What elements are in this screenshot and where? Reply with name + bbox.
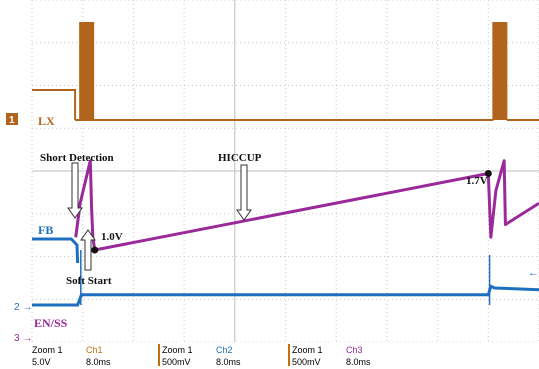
ch1-marker-box xyxy=(6,113,18,125)
block-divider xyxy=(158,344,160,366)
time-scale: 8.0ms xyxy=(346,357,371,367)
lx-label: LX xyxy=(38,114,55,128)
annotation-1v: 1.0V xyxy=(101,231,123,243)
hiccup-trace xyxy=(74,159,539,252)
fb-label: FB xyxy=(38,223,53,237)
ch3-marker: 3 → xyxy=(14,333,32,342)
grid xyxy=(31,0,539,342)
channel-label: Ch2 xyxy=(216,345,233,355)
fb-trace xyxy=(32,237,80,264)
en-ss-label: EN/SS xyxy=(34,316,68,330)
status-bar: Zoom 1 5.0V Ch1 8.0ms Zoom 1 500mV Ch2 8… xyxy=(0,342,539,369)
time-scale: 8.0ms xyxy=(216,357,241,367)
traces xyxy=(32,22,539,307)
labels: 1 2 → 3 → LX FB EN/SS Short Detection HICCUP Sof… xyxy=(6,113,539,342)
status-block-ch3: Zoom 1 500mV Ch3 8.0ms xyxy=(290,342,415,369)
annotation-short-detection: Short Detection xyxy=(40,152,114,164)
oscilloscope-plot: 1 2 → 3 → LX FB EN/SS Short Detection HICCUP Sof… xyxy=(6,0,539,342)
annotation-1-7v: 1.7V xyxy=(466,175,488,187)
time-scale: 8.0ms xyxy=(86,357,111,367)
status-block-ch1: Zoom 1 5.0V Ch1 8.0ms xyxy=(30,342,155,369)
channel-label: Ch1 xyxy=(86,345,103,355)
point-1v xyxy=(91,246,99,254)
cursor-arrow-icon: ← xyxy=(528,267,539,279)
point-1-7v xyxy=(484,170,492,177)
arrow-hiccup xyxy=(236,164,252,221)
annotation-soft-start: Soft Start xyxy=(66,275,112,287)
zoom-label: Zoom 1 xyxy=(162,345,193,355)
volt-scale: 500mV xyxy=(292,357,321,367)
lx-trace xyxy=(32,22,539,121)
status-block-ch2: Zoom 1 500mV Ch2 8.0ms xyxy=(160,342,285,369)
en-ss-trace xyxy=(32,284,539,307)
zoom-label: Zoom 1 xyxy=(32,345,63,355)
volt-scale: 500mV xyxy=(162,357,191,367)
annotation-hiccup: HICCUP xyxy=(218,152,262,164)
channel-label: Ch3 xyxy=(346,345,363,355)
block-divider xyxy=(288,344,290,366)
ch1-marker: 1 xyxy=(9,115,15,126)
arrow-short-detection xyxy=(67,162,83,219)
arrow-soft-start xyxy=(80,229,96,271)
ch2-marker: 2 → xyxy=(14,302,32,313)
zoom-label: Zoom 1 xyxy=(292,345,323,355)
volt-scale: 5.0V xyxy=(32,357,51,367)
